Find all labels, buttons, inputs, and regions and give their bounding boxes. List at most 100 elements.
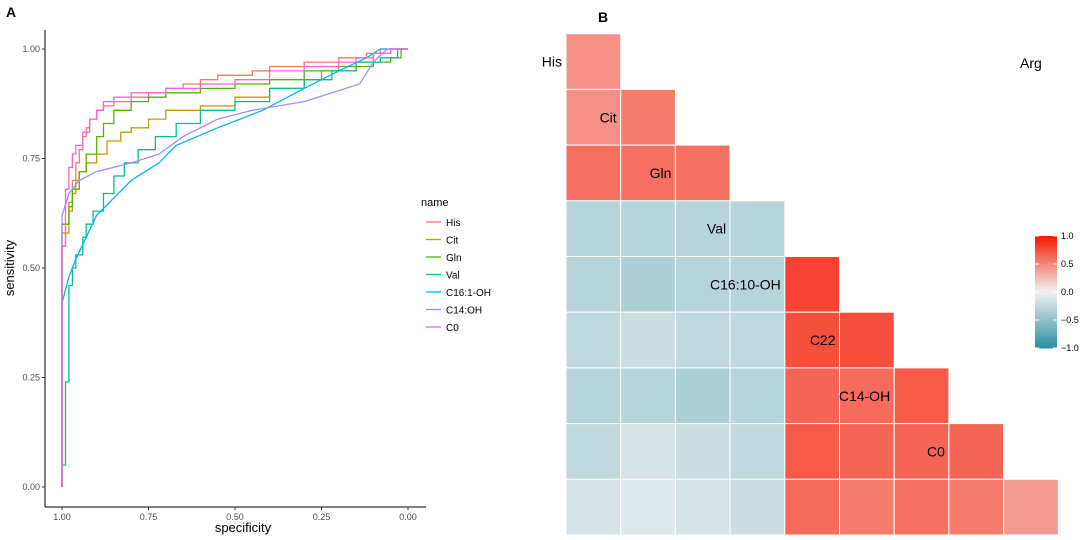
colorbar-tick-label: −1.0 (1061, 343, 1079, 353)
heatmap-cell-c14-oh-c14-oh (893, 367, 950, 425)
roc-ticks: 0.00 0.25 0.50 0.75 1.00 1.00 0.75 0.50 0.25 0.00 (22, 44, 416, 522)
heatmap-cell-c16-1-oh-his (565, 256, 622, 313)
colorbar-stripe (1035, 238, 1057, 243)
heatmap-cell-gln-cit (620, 144, 676, 202)
colorbar-stripe (1035, 252, 1057, 257)
colorbar-stripe (1035, 244, 1057, 248)
heatmap-cell-c0-c22 (839, 423, 895, 480)
heatmap-cell-arg-c16-1-oh (784, 478, 840, 536)
heatmap-cell-c0-c16-1-oh (784, 423, 840, 480)
colorbar-stripe (1035, 334, 1057, 338)
panel-b-label: B (598, 9, 608, 25)
x-tick-label: 0.25 (313, 512, 331, 522)
heatmap-cell-c14-oh-val (729, 367, 786, 425)
heatmap-cell-c22-cit (620, 311, 676, 369)
roc-line-c16-1-oh (61, 48, 408, 487)
heatmap-cell-arg-his (565, 478, 622, 536)
legend-label-c0: C0 (446, 323, 459, 334)
colorbar-stripe (1035, 325, 1057, 329)
colorbar-stripe (1035, 241, 1057, 245)
y-tick-label: 0.75 (22, 154, 40, 164)
colorbar-stripe (1035, 300, 1057, 304)
colorbar-stripe (1035, 308, 1057, 313)
diagonal-label-c0: C0 (927, 443, 945, 459)
heatmap-cell-gln-his (565, 144, 622, 202)
y-axis-title: sensitivity (2, 239, 17, 296)
heatmap-cell-arg-c22 (839, 478, 895, 536)
heatmap-cell-gln-gln (674, 144, 731, 202)
heatmap-cell-c22-val (729, 311, 786, 369)
x-tick-label: 1.00 (53, 512, 71, 522)
colorbar-stripe (1035, 297, 1057, 301)
heatmap-cell-arg-c14-oh (893, 478, 950, 536)
heatmap-cell-arg-cit (620, 478, 676, 536)
heatmap-cell-his-his (565, 33, 622, 90)
colorbar-stripe (1035, 289, 1057, 293)
colorbar: 1.0 0.5 0.0 −0.5 −1.0 (1035, 231, 1079, 353)
x-axis-title: specificity (215, 520, 272, 535)
x-tick-label: 0.00 (399, 512, 417, 522)
colorbar-stripe (1035, 275, 1057, 279)
correlation-heatmap: His Cit Gln Val C16:10-OH C22 C14-OH C0 Arg 1.0 0… (542, 33, 1079, 536)
heatmap-cell-arg-val (729, 478, 786, 536)
heatmap-cell-val-gln (674, 200, 731, 258)
y-tick-label: 0.25 (22, 373, 40, 383)
heatmap-cell-c14-oh-c16-1-oh (784, 367, 840, 425)
heatmap-cells (565, 33, 1059, 536)
heatmap-cell-c0-c0 (948, 423, 1005, 480)
roc-plot: 0.000.250.500.751.001.00 0.75 0.50 0.25 0.00… (2, 30, 491, 535)
diagonal-label-c14-oh: C14-OH (839, 388, 890, 404)
heatmap-cell-c22-his (565, 311, 622, 369)
colorbar-stripe (1035, 255, 1057, 259)
legend-label-c16-1-oh: C16:1-OH (446, 288, 491, 299)
colorbar-stripe (1035, 269, 1057, 273)
colorbar-stripe (1035, 303, 1057, 307)
heatmap-cell-arg-gln (674, 478, 731, 536)
x-tick-label: 0.50 (226, 512, 244, 522)
colorbar-stripe (1035, 236, 1057, 240)
colorbar-stripe (1035, 286, 1057, 290)
colorbar-stripe (1035, 264, 1057, 268)
colorbar-stripe (1035, 247, 1057, 251)
colorbar-stripe (1035, 314, 1057, 318)
colorbar-stripe (1035, 250, 1057, 254)
diagonal-label-arg: Arg (1020, 55, 1042, 71)
heatmap-cell-val-cit (620, 200, 676, 258)
diagonal-label-c22: C22 (810, 332, 836, 348)
colorbar-tick-label: 0.5 (1061, 259, 1074, 269)
colorbar-stripe (1035, 258, 1057, 262)
roc-legend: name His Cit Gln Val C16:1-OH C14:OH C0 (421, 197, 491, 334)
colorbar-stripe (1035, 280, 1057, 285)
colorbar-stripe (1035, 278, 1057, 282)
colorbar-stripe (1035, 328, 1057, 332)
colorbar-stripe (1035, 272, 1057, 276)
legend-label-cit: Cit (446, 236, 458, 247)
heatmap-cell-c14-oh-his (565, 367, 622, 425)
heatmap-diagonal-labels: His Cit Gln Val C16:10-OH C22 C14-OH C0 Arg (542, 54, 1042, 460)
heatmap-cell-c0-cit (620, 423, 676, 480)
legend-title: name (421, 197, 449, 209)
colorbar-stripe (1035, 292, 1057, 296)
diagonal-label-cit: Cit (600, 109, 617, 125)
x-tick-label: 0.75 (140, 512, 158, 522)
heatmap-cell-c16-1-oh-c16-1-oh (784, 256, 840, 313)
heatmap-cell-c22-c22 (839, 311, 895, 369)
colorbar-tick-label: 0.0 (1061, 287, 1074, 297)
colorbar-tick-label: −0.5 (1061, 315, 1079, 325)
heatmap-cell-c16-1-oh-val (729, 256, 786, 313)
heatmap-cell-c22-gln (674, 311, 731, 369)
diagonal-label-c16-10-oh: C16:10-OH (710, 276, 781, 292)
y-tick-label: 0.50 (22, 263, 40, 273)
legend-label-val: Val (446, 271, 460, 282)
colorbar-stripe (1035, 336, 1057, 341)
colorbar-stripe (1035, 306, 1057, 310)
heatmap-cell-c0-gln (674, 423, 731, 480)
heatmap-cell-c16-1-oh-gln (674, 256, 731, 313)
heatmap-cell-arg-arg (1003, 478, 1059, 536)
colorbar-stripe (1035, 339, 1057, 343)
heatmap-cell-c14-oh-c22 (839, 367, 895, 425)
heatmap-cell-c14-oh-cit (620, 367, 676, 425)
panel-a-label: A (6, 4, 16, 20)
heatmap-cell-c16-1-oh-cit (620, 256, 676, 313)
